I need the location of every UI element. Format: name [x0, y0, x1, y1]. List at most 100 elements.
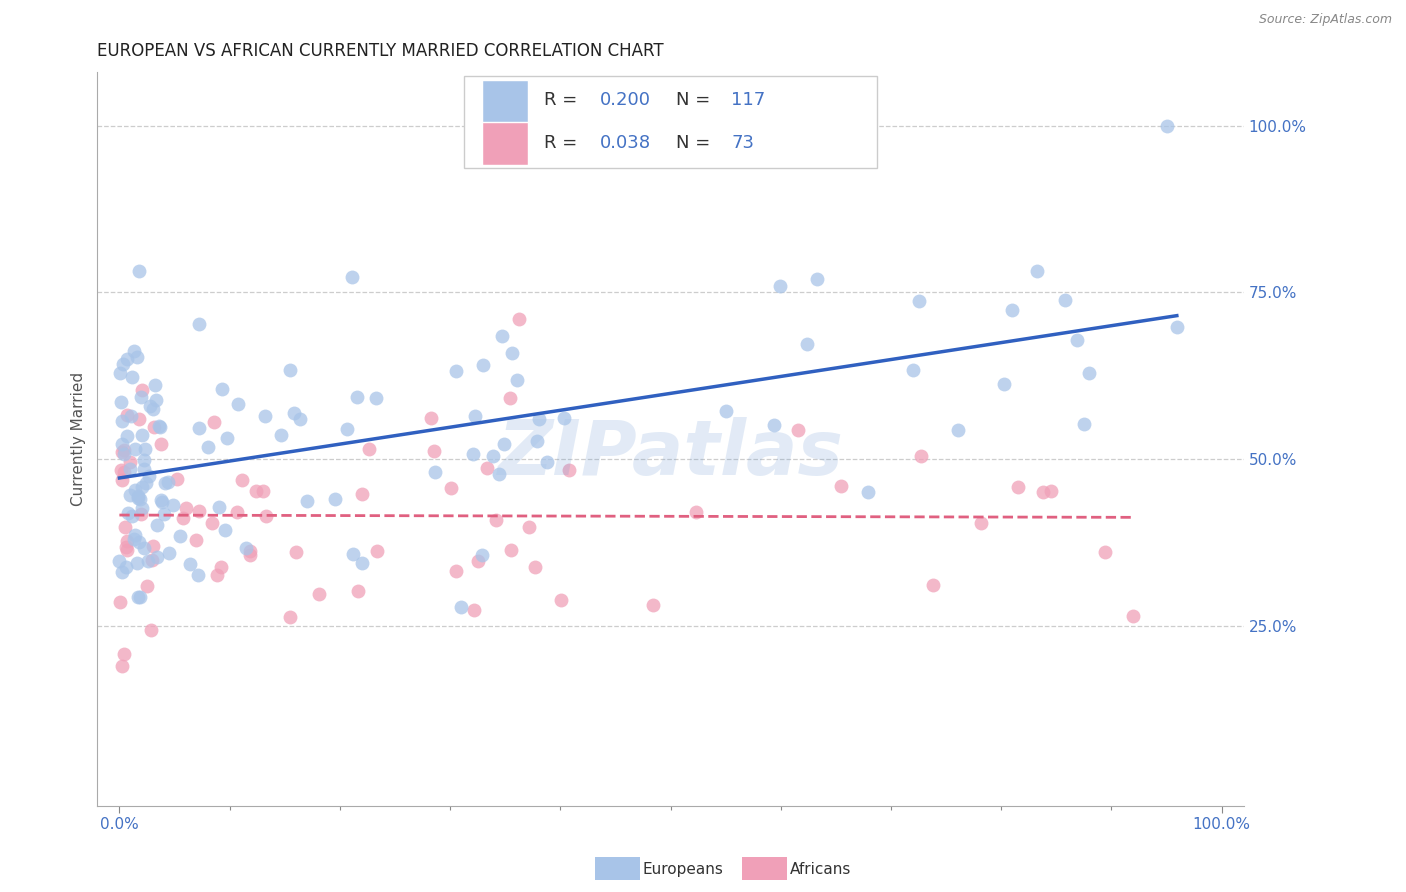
Point [685, 506, 707, 520]
Point [517, 520, 540, 534]
Point [135, 475, 157, 490]
Point [131, 383, 153, 397]
Point [169, 529, 191, 543]
Point [464, 409, 486, 424]
Point [129, 390, 152, 404]
Point [993, 376, 1015, 391]
Point [187, 421, 209, 435]
Point [146, 518, 169, 533]
FancyBboxPatch shape [464, 76, 877, 168]
Point [270, 428, 292, 442]
Point [129, 590, 152, 604]
Point [110, 366, 132, 380]
Point [217, 431, 239, 445]
Point [506, 373, 529, 387]
Point [132, 541, 155, 555]
Point [148, 418, 170, 433]
Point [463, 603, 485, 617]
Point [769, 278, 792, 293]
Point [485, 513, 508, 527]
Point [553, 410, 575, 425]
Text: N =: N = [676, 134, 716, 152]
Point [527, 412, 550, 426]
Point [132, 462, 155, 476]
Text: N =: N = [676, 92, 716, 110]
Point [209, 560, 232, 574]
Text: 0.200: 0.200 [599, 92, 651, 110]
Point [124, 442, 146, 456]
Point [111, 437, 134, 451]
Point [128, 535, 150, 549]
Point [285, 545, 308, 559]
Text: Europeans: Europeans [643, 863, 724, 877]
Point [970, 516, 993, 531]
Point [1122, 608, 1144, 623]
Point [111, 566, 134, 580]
Point [1166, 319, 1188, 334]
Point [149, 436, 172, 450]
Point [446, 564, 468, 578]
Point [111, 659, 134, 673]
Point [124, 533, 146, 547]
Point [288, 411, 311, 425]
Point [1032, 485, 1054, 500]
Point [187, 317, 209, 331]
Point [124, 528, 146, 542]
Point [471, 548, 494, 562]
Point [110, 395, 132, 409]
Point [117, 506, 139, 520]
Point [323, 492, 346, 507]
Point [162, 499, 184, 513]
Point [207, 568, 229, 582]
Point [444, 364, 467, 378]
Point [364, 391, 387, 405]
Point [125, 556, 148, 570]
Point [128, 492, 150, 507]
Point [948, 423, 970, 437]
Point [117, 428, 139, 442]
Point [121, 508, 143, 523]
Point [796, 336, 818, 351]
Point [1007, 480, 1029, 494]
Point [146, 549, 169, 564]
Point [121, 369, 143, 384]
Point [336, 422, 359, 436]
Point [127, 350, 149, 364]
Point [150, 492, 173, 507]
Point [488, 467, 510, 481]
Point [922, 577, 945, 591]
Point [558, 463, 581, 477]
Point [508, 312, 530, 326]
Point [450, 599, 472, 614]
Point [239, 548, 262, 562]
Point [245, 483, 267, 498]
Point [110, 473, 132, 487]
Point [477, 460, 499, 475]
Point [149, 420, 172, 434]
Point [359, 442, 381, 456]
Y-axis label: Currently Married: Currently Married [72, 372, 86, 506]
Text: ZIPatlas: ZIPatlas [498, 417, 844, 491]
Point [499, 391, 522, 405]
Point [142, 401, 165, 416]
Point [115, 543, 138, 558]
Point [204, 415, 226, 429]
Point [174, 500, 197, 515]
Text: 0.038: 0.038 [599, 134, 651, 152]
Point [156, 475, 179, 489]
Point [536, 455, 558, 469]
Text: Africans: Africans [790, 863, 852, 877]
Point [115, 533, 138, 548]
Point [207, 500, 229, 514]
Text: R =: R = [544, 134, 583, 152]
Point [115, 352, 138, 367]
Point [139, 399, 162, 413]
Point [115, 559, 138, 574]
Text: 117: 117 [731, 92, 766, 110]
Point [226, 506, 249, 520]
Point [252, 483, 274, 498]
Point [1026, 263, 1049, 277]
Point [901, 363, 924, 377]
Point [142, 539, 165, 553]
Point [118, 461, 141, 475]
